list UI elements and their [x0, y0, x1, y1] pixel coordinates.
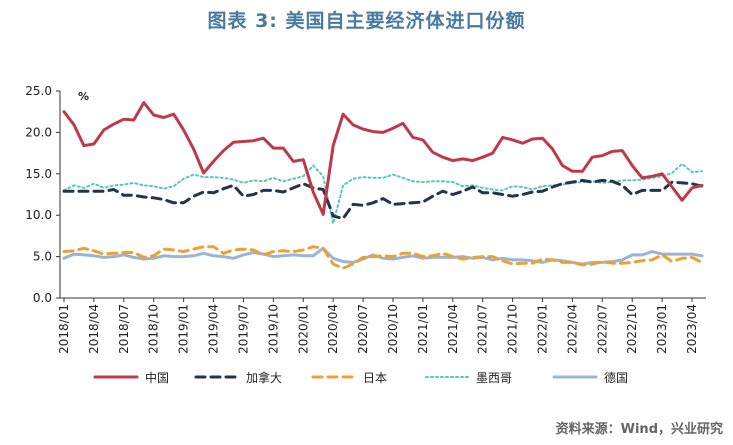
- legend-label: 德国: [604, 370, 628, 385]
- x-tick-label: 2019/10: [266, 304, 280, 354]
- x-tick-label: 2018/04: [87, 304, 101, 354]
- x-tick-label: 2022/10: [625, 304, 639, 354]
- x-tick-label: 2020/10: [386, 304, 400, 354]
- x-tick-label: 2020/07: [356, 304, 370, 354]
- x-tick-label: 2022/04: [565, 304, 579, 354]
- x-tick-label: 2019/07: [236, 304, 250, 354]
- y-tick-label: 20.0: [25, 125, 52, 139]
- series-line-1: [62, 178, 704, 220]
- page-title: 图表 3: 美国自主要经济体进口份额: [207, 10, 526, 32]
- series-line-0: [62, 101, 704, 216]
- y-tick-label: 5.0: [33, 250, 52, 264]
- chart-axes: 0.0 5.0 10.0 15.0 20.0 25.0 2018/01 2018/04 2018…: [25, 84, 706, 354]
- x-tick-label: 2023/04: [685, 304, 699, 354]
- x-tick-label: 2019/04: [207, 304, 221, 354]
- x-tick-label: 2022/01: [536, 304, 550, 354]
- x-tick-label: 2022/07: [595, 304, 609, 354]
- legend-label: 中国: [145, 370, 169, 385]
- x-tick-label: 2020/04: [326, 304, 340, 354]
- x-tick-label: 2021/07: [476, 304, 490, 354]
- x-tick-label: 2021/04: [446, 304, 460, 354]
- y-tick-label: 10.0: [25, 208, 52, 222]
- y-axis-unit-label: %: [78, 90, 89, 103]
- x-tick-label: 2018/07: [117, 304, 131, 354]
- y-tick-label: 25.0: [25, 84, 52, 98]
- x-tick-label: 2020/01: [296, 304, 310, 354]
- x-tick-label: 2018/10: [147, 304, 161, 354]
- series-line-3: [63, 162, 703, 225]
- source-note: 资料来源：Wind，兴业研究: [555, 422, 723, 437]
- x-tick-label: 2018/01: [57, 304, 71, 354]
- legend-label: 日本: [363, 371, 387, 385]
- chart-legend: 中国 加拿大 日本 墨西哥 德国: [93, 370, 628, 385]
- x-tick-label: 2019/01: [177, 304, 191, 354]
- legend-label: 墨西哥: [476, 371, 512, 385]
- legend-label: 加拿大: [246, 370, 282, 385]
- chart-series-lines: [62, 101, 704, 270]
- series-line-2: [62, 245, 704, 270]
- x-tick-label: 2023/01: [655, 304, 669, 354]
- x-tick-label: 2021/01: [416, 304, 430, 354]
- y-tick-label: 0.0: [33, 291, 52, 305]
- x-tick-label: 2021/10: [506, 304, 520, 354]
- y-tick-label: 15.0: [25, 167, 52, 181]
